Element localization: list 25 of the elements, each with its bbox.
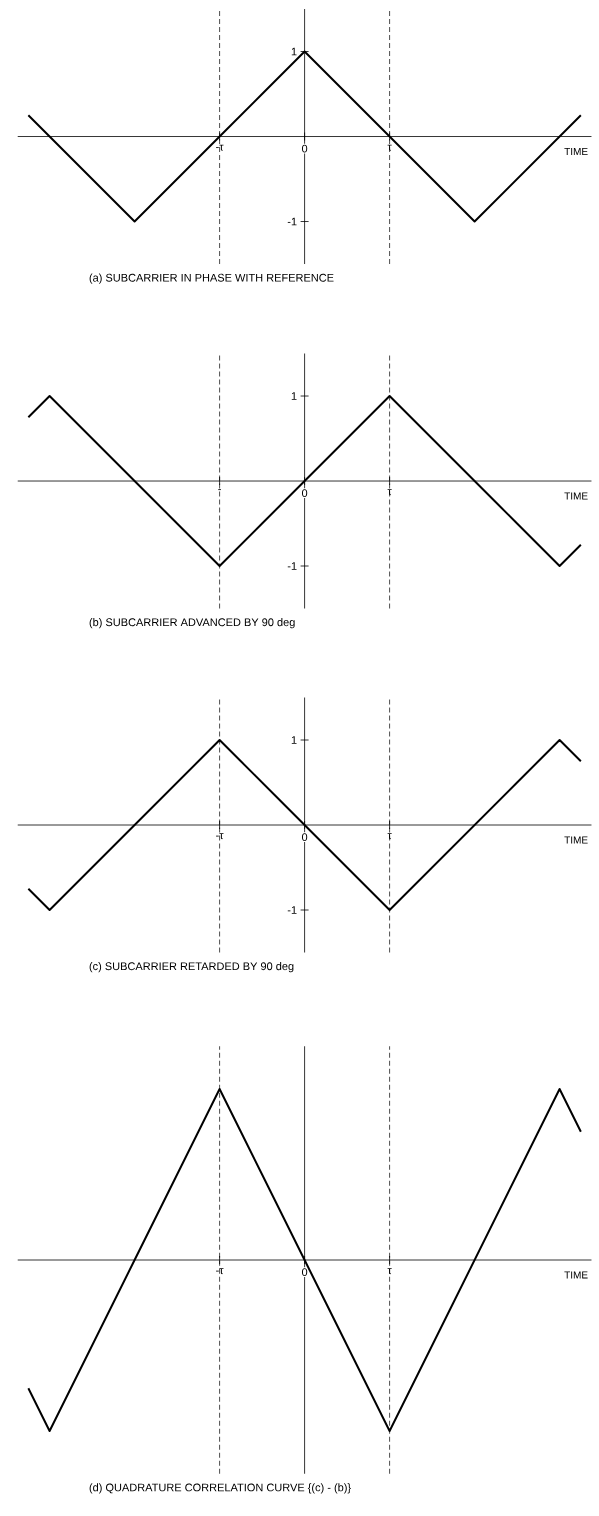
x-tick-label: τ — [387, 144, 392, 151]
y-tick-label: 1 — [291, 47, 297, 56]
x-tick-label: 0 — [301, 489, 308, 498]
x-tick-label: τ — [387, 489, 392, 496]
x-tick-label: - — [218, 489, 221, 491]
x-axis-title: TIME — [564, 1271, 588, 1279]
x-tick-label: -τ — [216, 833, 224, 840]
x-axis-title: TIME — [564, 148, 588, 155]
y-tick-label: -1 — [287, 562, 297, 570]
text: (c) SUBCARRIER RETARDED BY 90 deg — [89, 962, 294, 973]
x-tick-label: τ — [387, 1268, 392, 1275]
x-tick-label: τ — [387, 833, 392, 840]
text: (a) SUBCARRIER IN PHASE WITH REFERENCE — [89, 273, 334, 284]
x-tick-label: 0 — [301, 1268, 308, 1276]
y-tick-label: 1 — [291, 392, 297, 400]
y-tick-label: 1 — [291, 736, 297, 744]
x-tick-label: -τ — [216, 144, 224, 151]
x-tick-label: 0 — [301, 833, 308, 841]
x-tick-label: 0 — [301, 144, 308, 153]
y-tick-label: -1 — [287, 906, 297, 914]
x-axis-title: TIME — [564, 836, 588, 844]
x-axis-title: TIME — [564, 492, 588, 500]
y-tick-label: -1 — [287, 217, 297, 226]
text: (d) QUADRATURE CORRELATION CURVE {(c) - (b)} — [89, 1483, 351, 1494]
text: (b) SUBCARRIER ADVANCED BY 90 deg — [89, 618, 295, 629]
